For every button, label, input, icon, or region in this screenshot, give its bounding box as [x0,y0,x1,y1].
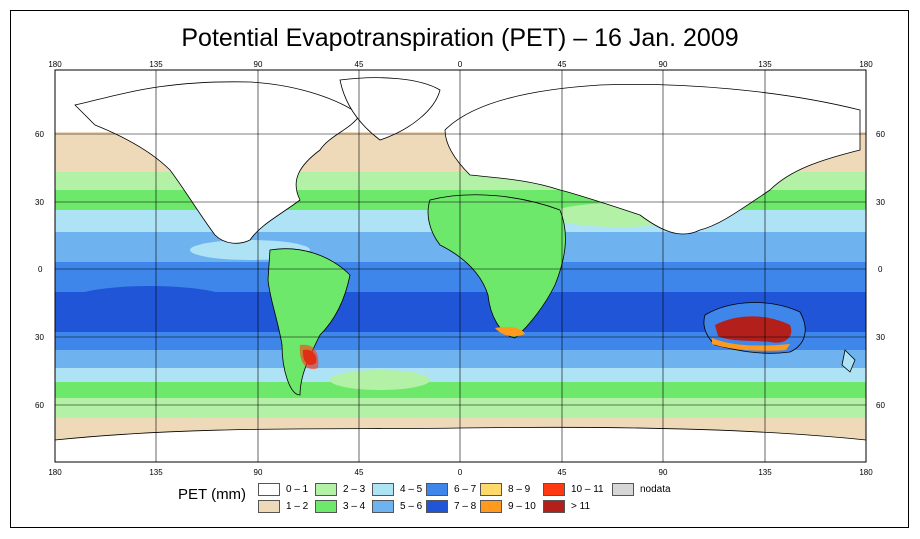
lon-ticks-top: 180 135 90 45 0 45 90 135 180 [48,60,873,69]
lat-tick-right: 0 [878,265,883,274]
legend-swatch [612,483,634,496]
legend-swatch [543,483,565,496]
lat-tick-right: 60 [876,130,885,139]
lon-tick-bottom: 180 [48,468,62,477]
lat-ticks-right: 60 30 0 30 60 [876,130,885,410]
lon-tick-bottom: 180 [859,468,873,477]
legend-swatch [315,483,337,496]
legend-swatch [480,500,502,513]
new-zealand-outline [841,349,856,373]
band-5-6-south [55,350,866,368]
legend-label: 10 – 11 [571,484,604,495]
lon-tick-top: 180 [48,60,62,69]
lat-tick-left: 30 [35,198,44,207]
lat-tick-right: 30 [876,198,885,207]
legend-label: 6 – 7 [454,484,477,495]
lon-tick-top: 45 [558,60,567,69]
lon-tick-bottom: 90 [254,468,263,477]
legend-swatch [426,500,448,513]
lon-tick-top: 45 [355,60,364,69]
lon-tick-bottom: 135 [149,468,163,477]
legend-title: PET (mm) [178,486,247,503]
legend-item: 2 – 3 [315,483,365,496]
antarctica-outline [54,426,867,463]
lon-tick-bottom: 135 [758,468,772,477]
legend-swatch [258,500,280,513]
lon-tick-top: 135 [149,60,163,69]
legend-swatch [426,483,448,496]
legend-item: 10 – 11 [543,483,604,496]
legend-swatch [315,500,337,513]
hotspot-southern-africa [495,326,525,337]
figure-frame [10,10,909,528]
lat-tick-left: 0 [38,265,43,274]
lon-tick-bottom: 45 [355,468,364,477]
lat-tick-left: 60 [35,130,44,139]
map-border [54,69,867,463]
africa-outline [427,194,566,339]
legend-label: 3 – 4 [343,501,366,512]
lat-tick-right: 60 [876,401,885,410]
legend-swatch [372,500,394,513]
lon-ticks-bottom: 180 135 90 45 0 45 90 135 180 [48,468,873,477]
band-2-3-south [55,398,866,418]
legend-label: 9 – 10 [508,501,536,512]
map-title: Potential Evapotranspiration (PET) – 16 … [181,24,739,52]
legend-label: 4 – 5 [400,484,423,495]
legend-item: 6 – 7 [426,483,476,496]
band-6-7-eq [55,262,866,292]
legend-item: 4 – 5 [372,483,422,496]
legend-label: 0 – 1 [286,484,309,495]
legend-label: nodata [640,484,671,495]
greenland-outline [339,77,441,141]
legend-swatch [258,483,280,496]
hotspot-australia [715,316,792,343]
legend-label: 7 – 8 [454,501,477,512]
legend-label: > 11 [571,501,590,512]
legend-item: 7 – 8 [426,500,476,513]
legend-swatch [372,483,394,496]
legend-item: 9 – 10 [480,500,536,513]
patch-dark-blue [70,286,230,314]
lat-tick-right: 30 [876,333,885,342]
eurasia-outline [444,83,861,235]
lat-ticks-left: 60 30 0 30 60 [35,130,44,410]
legend-item: 1 – 2 [258,500,308,513]
lon-tick-bottom: 90 [659,468,668,477]
legend-swatch [543,500,565,513]
lon-tick-bottom: 0 [458,468,463,477]
legend-item: 3 – 4 [315,500,365,513]
lat-tick-left: 30 [35,333,44,342]
band-4-5-south [55,368,866,382]
lat-tick-left: 60 [35,401,44,410]
lon-tick-top: 90 [254,60,263,69]
legend-item: 8 – 9 [480,483,530,496]
hotspot-argentina-edge [299,344,319,370]
lon-tick-top: 135 [758,60,772,69]
lon-tick-top: 180 [859,60,873,69]
legend-item: 5 – 6 [372,500,422,513]
legend-label: 2 – 3 [343,484,366,495]
legend-item: > 11 [543,500,590,513]
grid-lines [55,70,866,462]
legend-item: nodata [612,483,671,496]
legend-label: 8 – 9 [508,484,531,495]
band-3-4-south [55,382,866,398]
legend-swatch [480,483,502,496]
north-america-outline [74,81,361,244]
legend-label: 1 – 2 [286,501,309,512]
pet-hotspots [299,316,792,370]
legend-item: 0 – 1 [258,483,308,496]
lon-tick-top: 90 [659,60,668,69]
lon-tick-top: 0 [458,60,463,69]
lon-tick-bottom: 45 [558,468,567,477]
patch-green [330,370,430,390]
hotspot-australia-edge [712,338,790,351]
legend-label: 5 – 6 [400,501,423,512]
